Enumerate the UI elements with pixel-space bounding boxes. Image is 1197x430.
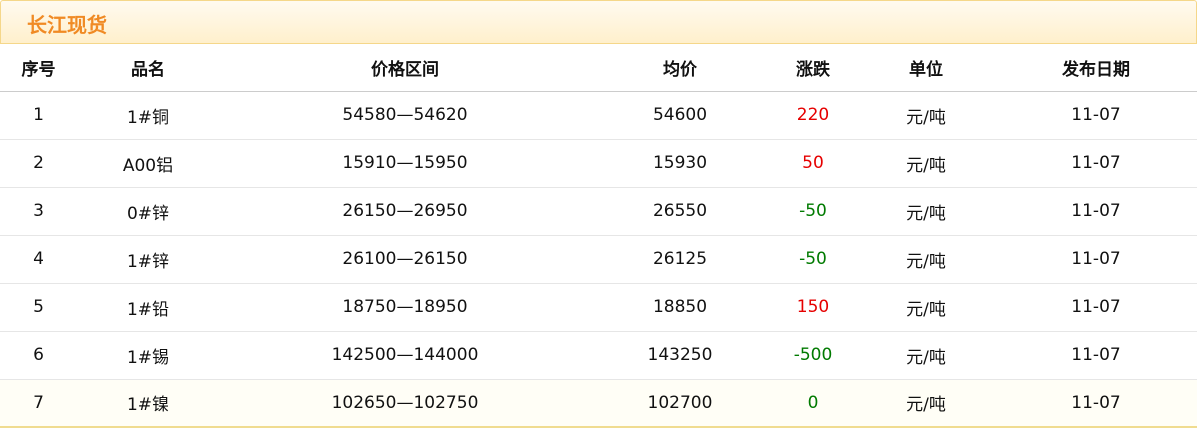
- col-date-cell: 11-07: [995, 235, 1197, 284]
- col-date-cell: 11-07: [995, 283, 1197, 332]
- col-unit-cell: 元/吨: [857, 379, 995, 428]
- col-price-range-header: 价格区间: [219, 44, 591, 92]
- col-change-cell: -50: [769, 235, 857, 284]
- col-average-cell: 26550: [591, 187, 769, 236]
- col-name-cell: A00铝: [77, 139, 219, 188]
- table-row: 5 1#铅 18750—18950 18850 150 元/吨 11-07: [0, 283, 1197, 332]
- col-index-cell: 2: [0, 139, 77, 188]
- col-index-cell: 1: [0, 91, 77, 140]
- col-average-cell: 143250: [591, 331, 769, 380]
- col-date-cell: 11-07: [995, 379, 1197, 428]
- col-average-cell: 15930: [591, 139, 769, 188]
- col-average-cell: 102700: [591, 379, 769, 428]
- col-price-range-cell: 102650—102750: [219, 379, 591, 428]
- col-unit-cell: 元/吨: [857, 331, 995, 380]
- col-name-cell: 0#锌: [77, 187, 219, 236]
- col-change-cell: -500: [769, 331, 857, 380]
- col-index-cell: 3: [0, 187, 77, 236]
- col-price-range-cell: 54580—54620: [219, 91, 591, 140]
- table-row: 1 1#铜 54580—54620 54600 220 元/吨 11-07: [0, 91, 1197, 140]
- col-index-cell: 7: [0, 379, 77, 428]
- table-row: 7 1#镍 102650—102750 102700 0 元/吨 11-07: [0, 379, 1197, 428]
- table-row: 6 1#锡 142500—144000 143250 -500 元/吨 11-07: [0, 331, 1197, 380]
- table-row: 2 A00铝 15910—15950 15930 50 元/吨 11-07: [0, 139, 1197, 188]
- col-change-cell: 220: [769, 91, 857, 140]
- col-change-cell: 0: [769, 379, 857, 428]
- col-unit-cell: 元/吨: [857, 235, 995, 284]
- col-date-cell: 11-07: [995, 139, 1197, 188]
- col-index-cell: 5: [0, 283, 77, 332]
- col-average-header: 均价: [591, 44, 769, 92]
- col-index-cell: 4: [0, 235, 77, 284]
- col-index-header: 序号: [0, 44, 77, 92]
- col-name-cell: 1#镍: [77, 379, 219, 428]
- col-name-header: 品名: [77, 44, 219, 92]
- col-change-cell: 50: [769, 139, 857, 188]
- col-name-cell: 1#锌: [77, 235, 219, 284]
- table-row: 4 1#锌 26100—26150 26125 -50 元/吨 11-07: [0, 235, 1197, 284]
- col-price-range-cell: 142500—144000: [219, 331, 591, 380]
- col-name-cell: 1#铜: [77, 91, 219, 140]
- col-date-cell: 11-07: [995, 91, 1197, 140]
- table-header-row: 序号 品名 价格区间 均价 涨跌 单位 发布日期: [0, 44, 1197, 92]
- col-unit-cell: 元/吨: [857, 187, 995, 236]
- col-date-header: 发布日期: [995, 44, 1197, 92]
- col-average-cell: 54600: [591, 91, 769, 140]
- col-unit-cell: 元/吨: [857, 139, 995, 188]
- col-average-cell: 18850: [591, 283, 769, 332]
- col-date-cell: 11-07: [995, 331, 1197, 380]
- panel-header: 长江现货: [0, 0, 1197, 44]
- col-name-cell: 1#锡: [77, 331, 219, 380]
- col-change-cell: 150: [769, 283, 857, 332]
- col-change-cell: -50: [769, 187, 857, 236]
- col-change-header: 涨跌: [769, 44, 857, 92]
- col-date-cell: 11-07: [995, 187, 1197, 236]
- col-index-cell: 6: [0, 331, 77, 380]
- col-price-range-cell: 18750—18950: [219, 283, 591, 332]
- col-price-range-cell: 15910—15950: [219, 139, 591, 188]
- col-name-cell: 1#铅: [77, 283, 219, 332]
- col-average-cell: 26125: [591, 235, 769, 284]
- col-price-range-cell: 26150—26950: [219, 187, 591, 236]
- panel-title: 长江现货: [27, 13, 107, 37]
- col-price-range-cell: 26100—26150: [219, 235, 591, 284]
- col-unit-cell: 元/吨: [857, 283, 995, 332]
- price-table: 序号 品名 价格区间 均价 涨跌 单位 发布日期 1 1#铜 54580—54620 54600 2…: [0, 44, 1197, 428]
- col-unit-header: 单位: [857, 44, 995, 92]
- col-unit-cell: 元/吨: [857, 91, 995, 140]
- table-row: 3 0#锌 26150—26950 26550 -50 元/吨 11-07: [0, 187, 1197, 236]
